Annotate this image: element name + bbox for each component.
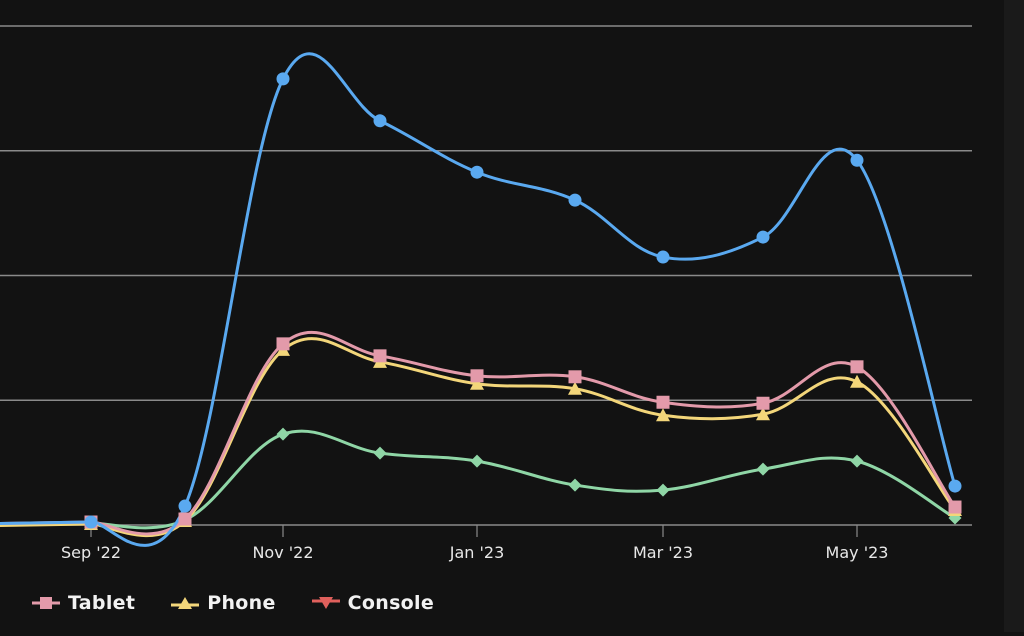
data-point-marker[interactable] (850, 360, 864, 374)
line-chart: Sep '22 Nov '22 Jan '23 Mar '23 May '23 (0, 25, 972, 562)
data-point-marker[interactable] (84, 515, 98, 529)
data-point-marker[interactable] (756, 396, 770, 410)
series-line (0, 52, 957, 547)
x-axis: Sep '22 Nov '22 Jan '23 Mar '23 May '23 (61, 525, 888, 562)
triangle-up-marker-icon (171, 597, 200, 609)
gridlines (0, 25, 972, 526)
data-point-marker[interactable] (656, 408, 670, 422)
data-point-marker[interactable] (850, 374, 864, 388)
data-point-marker[interactable] (568, 370, 582, 384)
legend: Tablet Phone Console (32, 592, 434, 614)
series-markers[interactable] (84, 72, 962, 531)
data-point-marker[interactable] (373, 114, 387, 128)
series-lines (0, 52, 957, 547)
data-point-marker[interactable] (568, 193, 582, 207)
legend-label: Tablet (68, 592, 136, 614)
data-point-marker[interactable] (850, 454, 864, 468)
data-point-marker[interactable] (373, 349, 387, 363)
legend-label: Phone (207, 592, 276, 614)
data-point-marker[interactable] (656, 483, 670, 497)
data-point-marker[interactable] (568, 478, 582, 492)
x-tick-label: May '23 (826, 543, 889, 562)
legend-item-console[interactable]: Console (311, 592, 435, 614)
data-point-marker[interactable] (178, 499, 192, 513)
series-line (0, 331, 957, 536)
data-point-marker[interactable] (656, 250, 670, 264)
data-point-marker[interactable] (470, 369, 484, 383)
data-point-marker[interactable] (948, 500, 962, 514)
x-tick-label: Jan '23 (449, 543, 505, 562)
x-tick-label: Sep '22 (61, 543, 121, 562)
data-point-marker[interactable] (470, 454, 484, 468)
series-line (0, 429, 956, 530)
chart-plot: Sep '22 Nov '22 Jan '23 Mar '23 May '23 (0, 25, 972, 562)
data-point-marker[interactable] (178, 512, 192, 526)
data-point-marker[interactable] (470, 165, 484, 179)
data-point-marker[interactable] (656, 395, 670, 409)
legend-label: Console (347, 592, 435, 614)
data-point-marker[interactable] (276, 72, 290, 86)
data-point-marker[interactable] (276, 337, 290, 351)
data-point-marker[interactable] (276, 427, 290, 441)
data-point-marker[interactable] (756, 407, 770, 421)
x-tick-label: Mar '23 (633, 543, 693, 562)
data-point-marker[interactable] (948, 511, 962, 525)
triangle-down-marker-icon (311, 597, 340, 609)
data-point-marker[interactable] (373, 446, 387, 460)
series-line (0, 337, 957, 538)
scrollbar-track[interactable] (1004, 0, 1024, 632)
legend-item-phone[interactable]: Phone (171, 592, 275, 614)
data-point-marker[interactable] (850, 153, 864, 167)
legend-item-tablet[interactable]: Tablet (32, 592, 135, 614)
data-point-marker[interactable] (756, 462, 770, 476)
data-point-marker[interactable] (948, 479, 962, 493)
square-marker-icon (32, 597, 60, 609)
x-tick-label: Nov '22 (252, 543, 313, 562)
data-point-marker[interactable] (568, 381, 582, 395)
data-point-marker[interactable] (470, 376, 484, 390)
data-point-marker[interactable] (756, 230, 770, 244)
